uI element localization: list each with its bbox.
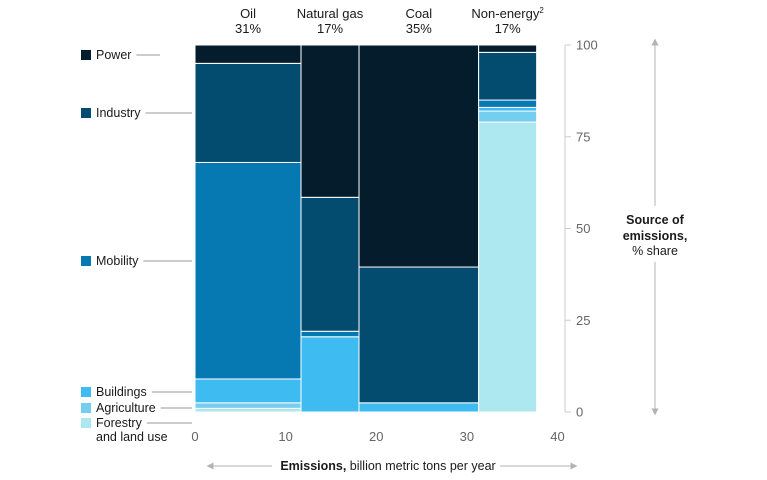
y-axis-label-line-3: % share: [632, 244, 678, 258]
legend-swatch-agriculture: [81, 403, 91, 413]
x-tick-30: 30: [460, 429, 474, 444]
y-axis-label-line-2: emissions,: [623, 229, 688, 243]
bar-segment-oil-buildings: [194, 378, 302, 404]
y-tick-25: 25: [576, 313, 590, 328]
y-axis-label-backdrop: [618, 206, 692, 262]
y-tick-0: 0: [576, 405, 583, 420]
x-axis-label: Emissions, billion metric tons per year: [280, 459, 495, 473]
bar-segment-coal-buildings: [358, 402, 480, 413]
bar-segment-natural-gas-power: [300, 44, 360, 198]
bar-segment-non-energy-power: [478, 44, 538, 53]
legend-swatch-forestry: [81, 418, 91, 428]
bar-segment-coal-power: [358, 44, 480, 268]
legend-swatch-mobility: [81, 256, 91, 266]
x-tick-20: 20: [369, 429, 383, 444]
bar-segment-oil-agriculture: [194, 402, 302, 409]
bar-segment-natural-gas-industry: [300, 196, 360, 332]
bar-segment-non-energy-agriculture: [478, 110, 538, 123]
legend-swatch-industry: [81, 108, 91, 118]
x-axis: 0 10 20 30 40: [191, 429, 564, 444]
legend-label-buildings: Buildings: [96, 385, 147, 399]
bar-segment-oil-forestry: [194, 407, 302, 413]
legend: Power Industry Mobility Buildings Agricultur…: [81, 48, 192, 444]
y-axis: 0 25 50 75 100: [564, 38, 598, 420]
bar-segment-coal-industry: [358, 266, 480, 404]
y-tick-50: 50: [576, 221, 590, 236]
column-share-non-energy: 17%: [495, 21, 521, 36]
legend-label-power: Power: [96, 48, 131, 62]
bar-segment-non-energy-mobility: [478, 99, 538, 108]
bar-segment-oil-mobility: [194, 161, 302, 380]
bar-segment-non-energy-forestry: [478, 121, 538, 413]
column-label-natural-gas: Natural gas: [297, 6, 364, 21]
bar-segment-non-energy-buildings: [478, 106, 538, 112]
column-label-coal: Coal: [405, 6, 432, 21]
y-axis-label-line-1: Source of: [626, 213, 684, 227]
legend-label-industry: Industry: [96, 106, 141, 120]
column-label-oil: Oil: [240, 6, 256, 21]
bar-segment-non-energy-industry: [478, 51, 538, 101]
column-share-oil: 31%: [235, 21, 261, 36]
legend-label-forestry-line-2: and land use: [96, 430, 168, 444]
bar-segment-natural-gas-mobility: [300, 330, 360, 338]
x-tick-0: 0: [191, 429, 198, 444]
legend-label-agriculture: Agriculture: [96, 401, 156, 415]
bar-segments: [194, 44, 538, 413]
bar-segment-oil-industry: [194, 62, 302, 163]
legend-label-mobility: Mobility: [96, 254, 139, 268]
column-label-non-energy: Non-energy2: [471, 6, 544, 21]
bar-segment-oil-power: [194, 44, 302, 64]
legend-label-forestry-line-1: Forestry: [96, 416, 143, 430]
bar-segment-natural-gas-buildings: [300, 336, 360, 413]
y-tick-75: 75: [576, 129, 590, 144]
x-tick-10: 10: [278, 429, 292, 444]
y-tick-100: 100: [576, 38, 598, 53]
column-share-natural-gas: 17%: [317, 21, 343, 36]
legend-swatch-buildings: [81, 387, 91, 397]
column-share-coal: 35%: [406, 21, 432, 36]
x-tick-40: 40: [550, 429, 564, 444]
legend-swatch-power: [81, 50, 91, 60]
